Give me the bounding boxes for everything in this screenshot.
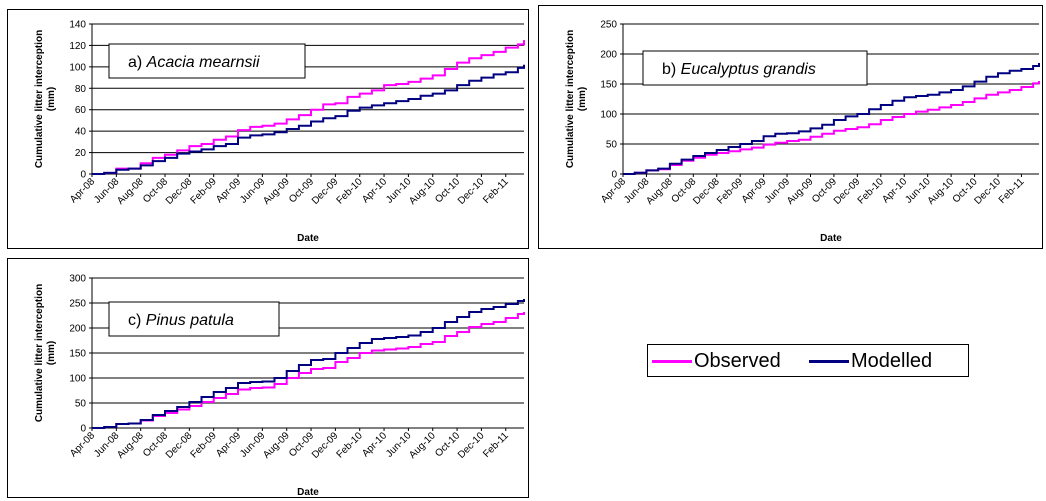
panel-label-box (108, 301, 280, 337)
x-tick-label: Dec-10 (456, 176, 487, 207)
x-tick-label: Feb-10 (856, 176, 886, 206)
panel-label-species: Eucalyptus grandis (681, 61, 816, 78)
x-tick-label: Aug-09 (785, 176, 816, 207)
y-tick-label: 200 (600, 50, 617, 61)
x-tick-label: Dec-09 (310, 430, 341, 461)
y-tick-label: 80 (75, 84, 87, 95)
legend-swatch-modelled (809, 360, 849, 364)
panel-label-box (642, 50, 868, 86)
x-tick-label: Feb-11 (481, 430, 511, 460)
x-tick-label: Aug-09 (261, 176, 292, 207)
x-tick-label: Feb-11 (481, 176, 511, 206)
y-tick-label: 60 (75, 105, 87, 116)
x-axis-title: Date (297, 487, 319, 498)
y-tick-label: 0 (611, 170, 617, 181)
panel-label-box (108, 43, 306, 79)
chart-legend: Observed Modelled (647, 344, 969, 377)
panel-label: a) Acacia mearnsii (128, 54, 260, 71)
y-tick-label: 250 (600, 20, 617, 31)
panel-label-species: Acacia mearnsii (146, 54, 260, 71)
x-tick-label: Feb-09 (715, 176, 745, 206)
y-tick-label: 20 (75, 148, 87, 159)
y-tick-label: 100 (600, 110, 617, 121)
y-tick-label: 140 (69, 20, 86, 31)
legend-label-observed: Observed (694, 350, 781, 372)
x-tick-label: Aug-10 (926, 176, 957, 207)
y-tick-label: 150 (600, 80, 617, 91)
x-tick-label: Aug-08 (644, 176, 675, 207)
y-axis-title-line1: Cumulative litter interception (34, 30, 45, 168)
y-axis-title-line1: Cumulative litter interception (34, 284, 45, 422)
y-tick-label: 150 (69, 349, 86, 360)
x-tick-label: Dec-08 (164, 176, 195, 207)
x-tick-label: Feb-09 (189, 176, 219, 206)
x-tick-label: Dec-10 (973, 176, 1004, 207)
panel-label-species: Pinus patula (146, 312, 234, 329)
chart-b-svg: 050100150200250Apr-08Jun-08Aug-08Oct-08D… (565, 20, 1040, 244)
y-tick-label: 100 (69, 62, 86, 73)
y-tick-label: 0 (80, 170, 86, 181)
chart-c-svg: 050100150200250300Apr-08Jun-08Aug-08Oct-… (34, 274, 525, 498)
x-tick-label: Apr-10 (360, 430, 389, 459)
legend-label-modelled: Modelled (851, 350, 933, 372)
x-axis-title: Date (297, 233, 319, 244)
panel-label-prefix: b) (662, 61, 681, 78)
series-line-modelled (623, 63, 1040, 175)
y-tick-label: 300 (69, 274, 86, 285)
x-tick-label: Apr-09 (214, 430, 243, 459)
series-line-modelled (92, 299, 525, 429)
y-tick-label: 120 (69, 41, 86, 52)
y-tick-label: 250 (69, 299, 86, 310)
x-tick-label: Feb-10 (335, 430, 365, 460)
y-axis-title-line2: (mm) (46, 87, 57, 111)
x-tick-label: Dec-08 (164, 430, 195, 461)
panel-label-prefix: a) (128, 54, 147, 71)
series-line-modelled (92, 64, 525, 175)
y-tick-label: 50 (75, 399, 87, 410)
x-tick-label: Aug-10 (407, 176, 438, 207)
legend-swatch-observed (652, 360, 692, 364)
x-tick-label: Aug-08 (115, 430, 146, 461)
y-axis-title-line1: Cumulative litter interception (565, 30, 576, 168)
x-tick-label: Feb-09 (189, 430, 219, 460)
panel-label: c) Pinus patula (128, 312, 234, 329)
x-tick-label: Aug-08 (115, 176, 146, 207)
x-tick-label: Aug-09 (261, 430, 292, 461)
x-tick-label: Aug-10 (407, 430, 438, 461)
x-tick-label: Apr-09 (214, 176, 243, 205)
x-axis-title: Date (820, 233, 842, 244)
chart-panel-a: 0 20 40 60 80 100 120 140 Apr-08 Jun-08 Aug-08 Oct-… (7, 9, 529, 249)
y-axis-title-line2: (mm) (577, 87, 588, 111)
chart-panel-c: 0 50 100 150 200 250 300 Apr-08 Jun-08 Aug-08 Oct-… (7, 258, 529, 498)
legend-item-modelled: Modelled (809, 350, 932, 373)
panel-label: b) Eucalyptus grandis (662, 61, 816, 78)
x-tick-label: Apr-10 (360, 176, 389, 205)
x-tick-label: Dec-10 (456, 430, 487, 461)
x-tick-label: Dec-09 (310, 176, 341, 207)
y-tick-label: 100 (69, 374, 86, 385)
chart-a-svg: 020406080100120140Apr-08Jun-08Aug-08Oct-… (34, 20, 525, 244)
y-tick-label: 40 (75, 127, 87, 138)
x-tick-label: Feb-10 (335, 176, 365, 206)
chart-panel-b: 0 50 100 150 200 250 Apr-08 Jun-08 Aug-08 Oct-08 D… (538, 5, 1043, 249)
x-tick-label: Feb-11 (997, 176, 1027, 206)
y-axis-title-line2: (mm) (46, 341, 57, 365)
legend-item-observed: Observed (652, 350, 781, 373)
panel-label-prefix: c) (128, 312, 146, 329)
y-tick-label: 200 (69, 324, 86, 335)
y-tick-label: 0 (80, 424, 86, 435)
series-line-observed (92, 40, 525, 175)
y-tick-label: 50 (606, 140, 618, 151)
